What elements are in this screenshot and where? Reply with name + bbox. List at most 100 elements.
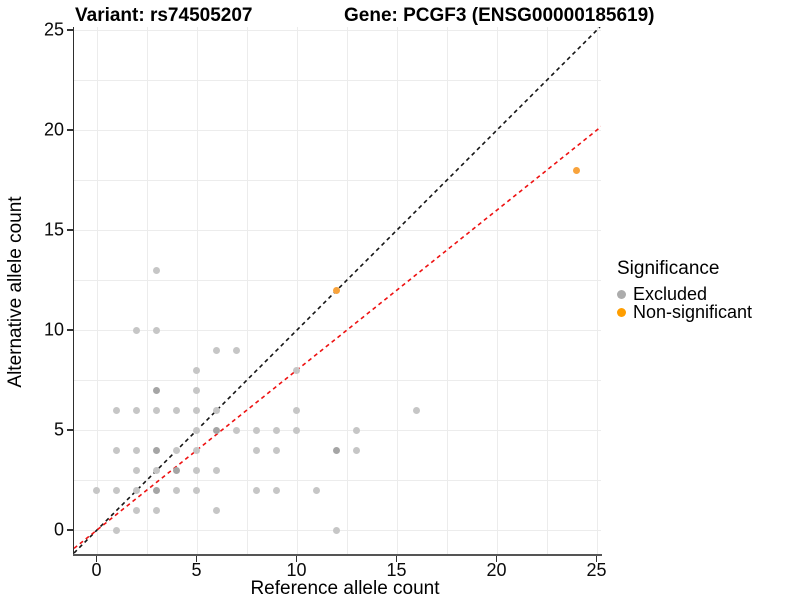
point-excluded xyxy=(213,346,220,354)
point-excluded xyxy=(133,406,140,414)
point-excluded xyxy=(173,486,180,494)
y-tick-label: 5 xyxy=(53,419,64,440)
point-excluded xyxy=(153,466,160,474)
point-excluded xyxy=(193,466,200,474)
point-excluded xyxy=(173,446,180,454)
point-excluded xyxy=(293,426,300,434)
point-excluded xyxy=(193,486,200,494)
point-non-significant xyxy=(573,166,580,174)
point-excluded xyxy=(253,446,260,454)
x-tick-label: 15 xyxy=(386,560,407,580)
point-excluded xyxy=(153,326,160,334)
point-excluded xyxy=(353,426,360,434)
gridline-vertical xyxy=(546,27,548,554)
gridline-horizontal xyxy=(73,80,601,81)
point-excluded xyxy=(153,386,160,394)
gridline-horizontal xyxy=(73,130,601,131)
point-excluded xyxy=(133,326,140,334)
y-tick-mark xyxy=(66,329,73,331)
point-excluded xyxy=(313,486,320,494)
x-tick-label: 10 xyxy=(286,560,307,580)
point-excluded xyxy=(173,466,180,474)
point-excluded xyxy=(193,406,200,414)
legend: Significance Excluded Non-significant xyxy=(617,258,752,321)
y-axis-line xyxy=(72,27,74,554)
gridline-horizontal xyxy=(73,380,601,381)
point-excluded xyxy=(273,446,280,454)
x-tick-mark xyxy=(395,555,398,562)
point-excluded xyxy=(113,406,120,414)
fit-line xyxy=(73,125,601,550)
gridline-vertical xyxy=(296,27,298,554)
legend-item-excluded: Excluded xyxy=(617,285,752,303)
x-axis-line xyxy=(72,553,602,556)
y-tick-label: 10 xyxy=(43,319,64,340)
gridline-horizontal xyxy=(73,280,601,281)
point-excluded xyxy=(193,386,200,394)
point-excluded xyxy=(133,506,140,514)
non-significant-dot-icon xyxy=(617,307,626,317)
y-axis-title: Alternative allele count xyxy=(5,196,26,388)
gridline-vertical xyxy=(396,27,398,554)
y-tick-mark xyxy=(66,529,73,531)
x-tick-mark xyxy=(595,555,598,562)
y-tick-label: 25 xyxy=(43,19,64,40)
gridline-vertical xyxy=(196,27,198,554)
legend-item-non-significant: Non-significant xyxy=(617,303,752,321)
x-tick-mark xyxy=(195,555,198,562)
point-excluded xyxy=(253,426,260,434)
x-tick-label: 5 xyxy=(191,560,202,580)
gene-title: Gene: PCGF3 (ENSG00000185619) xyxy=(344,5,655,26)
point-excluded xyxy=(113,526,120,534)
point-excluded xyxy=(113,446,120,454)
legend-item-label: Excluded xyxy=(633,284,708,304)
point-excluded xyxy=(233,426,240,434)
gridline-horizontal xyxy=(73,480,601,481)
gridline-horizontal xyxy=(73,180,601,181)
point-excluded xyxy=(133,486,140,494)
gridline-horizontal xyxy=(73,30,601,31)
point-non-significant xyxy=(333,286,340,294)
legend-title: Significance xyxy=(617,258,720,279)
point-excluded xyxy=(173,406,180,414)
gridline-vertical xyxy=(346,27,348,554)
y-tick-label: 0 xyxy=(53,519,64,540)
point-excluded xyxy=(253,486,260,494)
gridline-vertical xyxy=(596,27,598,554)
point-excluded xyxy=(153,266,160,274)
point-excluded xyxy=(153,486,160,494)
point-excluded xyxy=(213,466,220,474)
point-excluded xyxy=(153,406,160,414)
x-axis-title: Reference allele count xyxy=(250,578,440,599)
x-tick-mark xyxy=(95,555,98,562)
y-tick-mark xyxy=(66,429,73,431)
legend-item-label: Non-significant xyxy=(633,302,753,322)
point-excluded xyxy=(233,346,240,354)
point-excluded xyxy=(273,486,280,494)
point-excluded xyxy=(333,526,340,534)
gridline-vertical xyxy=(496,27,498,554)
point-excluded xyxy=(353,446,360,454)
gridline-vertical xyxy=(246,27,248,554)
point-excluded xyxy=(273,426,280,434)
gridline-horizontal xyxy=(73,230,601,231)
y-tick-mark xyxy=(66,229,73,231)
point-excluded xyxy=(153,446,160,454)
point-excluded xyxy=(133,446,140,454)
y-tick-label: 20 xyxy=(43,119,64,140)
excluded-dot-icon xyxy=(617,289,626,299)
point-excluded xyxy=(113,486,120,494)
point-excluded xyxy=(293,366,300,374)
y-tick-mark xyxy=(66,29,73,31)
point-excluded xyxy=(193,446,200,454)
variant-title: Variant: rs74505207 xyxy=(75,5,253,26)
x-tick-label: 25 xyxy=(586,560,607,580)
point-excluded xyxy=(293,406,300,414)
point-excluded xyxy=(413,406,420,414)
x-tick-label: 20 xyxy=(486,560,507,580)
point-excluded xyxy=(213,506,220,514)
x-tick-mark xyxy=(295,555,298,562)
gridline-vertical xyxy=(96,27,98,554)
point-excluded xyxy=(213,406,220,414)
